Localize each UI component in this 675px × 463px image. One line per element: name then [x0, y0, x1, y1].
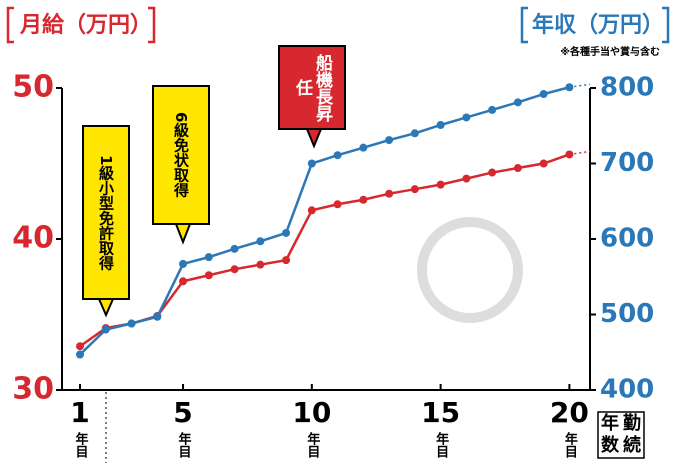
x-unit: 年目	[304, 431, 320, 459]
point	[437, 121, 445, 129]
point	[256, 237, 264, 245]
point	[205, 271, 213, 279]
point	[308, 206, 316, 214]
y-tick-label: 40	[12, 221, 54, 256]
pointer	[99, 299, 113, 315]
point	[411, 185, 419, 193]
point	[488, 106, 496, 114]
point	[437, 181, 445, 189]
x-unit: 年目	[562, 431, 578, 459]
point	[76, 351, 84, 359]
point	[565, 150, 573, 158]
point	[205, 253, 213, 261]
point	[334, 200, 342, 208]
point	[514, 98, 522, 106]
y2-tick-label: 500	[600, 299, 654, 329]
bracket	[522, 8, 528, 42]
y-tick-label: 30	[12, 372, 54, 407]
point	[102, 326, 110, 334]
x-tick-label: 5	[173, 396, 192, 429]
point	[231, 265, 239, 273]
y2-tick-label: 600	[600, 224, 654, 254]
y-tick-label: 50	[12, 70, 54, 105]
bracket	[8, 8, 14, 42]
annotation: 1級小型免許取得	[82, 125, 130, 300]
point	[540, 160, 548, 168]
x-unit: 年目	[176, 431, 192, 459]
point	[514, 164, 522, 172]
point	[359, 144, 367, 152]
point	[256, 261, 264, 269]
point	[153, 313, 161, 321]
point	[462, 113, 470, 121]
point	[385, 136, 393, 144]
x-axis-label: 勤続年数	[601, 412, 641, 456]
x-tick-label: 1	[70, 396, 89, 429]
annotation: 6級免状取得	[152, 85, 210, 225]
pointer	[307, 129, 321, 146]
pointer	[176, 224, 190, 242]
y2-tick-label: 700	[600, 148, 654, 178]
x-tick-label: 20	[550, 396, 589, 429]
point	[359, 196, 367, 204]
point	[282, 229, 290, 237]
page: 月給（万円） 年収（万円） ※各種手当や賞与含む 30 40 50 400 500 600…	[0, 0, 675, 463]
y2-tick-label: 800	[600, 73, 654, 103]
x-tick-label: 15	[421, 396, 460, 429]
point	[179, 260, 187, 268]
point	[76, 342, 84, 350]
x-unit: 年目	[73, 431, 89, 459]
point	[128, 320, 136, 328]
x-unit: 年目	[433, 431, 449, 459]
note: ※各種手当や賞与含む	[560, 45, 660, 58]
point	[488, 169, 496, 177]
point	[411, 129, 419, 137]
point	[462, 175, 470, 183]
y2-tick-label: 400	[600, 375, 654, 405]
point	[282, 256, 290, 264]
point	[540, 90, 548, 98]
point	[308, 160, 316, 168]
x-tick-label: 10	[292, 396, 331, 429]
y2-axis-label: 年収（万円）	[532, 12, 664, 38]
point	[231, 245, 239, 253]
point	[565, 83, 573, 91]
watermark	[422, 222, 518, 318]
point	[179, 277, 187, 285]
annotation: 船機長昇任	[278, 45, 346, 130]
y-axis-label: 月給（万円）	[19, 12, 152, 38]
point	[385, 190, 393, 198]
point	[334, 151, 342, 159]
